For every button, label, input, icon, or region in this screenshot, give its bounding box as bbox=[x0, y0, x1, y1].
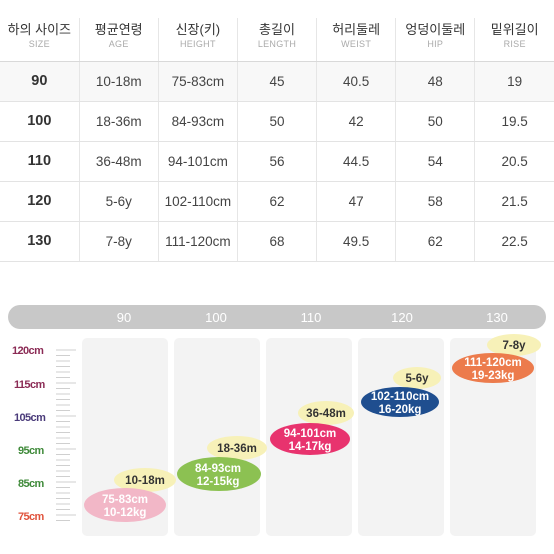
cell-length: 62 bbox=[236, 181, 317, 222]
table-row: 130 7-8y 111-120cm 68 49.5 62 22.5 bbox=[0, 221, 554, 262]
info-bubble-110-weight: 14-17kg bbox=[289, 441, 332, 453]
cell-hip: 54 bbox=[395, 141, 475, 182]
age-bubble-110 bbox=[298, 401, 354, 425]
age-bubble-100-label: 18-36m bbox=[217, 443, 257, 455]
info-bubble-100-weight: 12-15kg bbox=[197, 476, 240, 488]
cell-length: 50 bbox=[236, 101, 317, 142]
info-bubble-110-height: 94-101cm bbox=[284, 428, 336, 440]
cell-height: 94-101cm bbox=[157, 141, 238, 182]
y-label-95cm: 95cm bbox=[18, 445, 45, 457]
info-bubble-120-weight: 16-20kg bbox=[379, 404, 422, 416]
table-row: 90 10-18m 75-83cm 45 40.5 48 19 bbox=[0, 61, 554, 102]
age-bubble-130-label: 7-8y bbox=[502, 340, 526, 352]
cell-age: 10-18m bbox=[78, 61, 159, 102]
header-height: 신장(키) HEIGHT bbox=[157, 18, 238, 62]
header-size: 하의 사이즈 SIZE bbox=[0, 18, 80, 62]
info-bubble-90-weight: 10-12kg bbox=[104, 507, 147, 519]
cell-waist: 49.5 bbox=[316, 221, 396, 262]
table-row: 120 5-6y 102-110cm 62 47 58 21.5 bbox=[0, 181, 554, 222]
col-label-110: 110 bbox=[301, 310, 322, 325]
axis-ticks bbox=[56, 349, 76, 521]
cell-length: 45 bbox=[236, 61, 317, 102]
cell-hip: 58 bbox=[395, 181, 475, 222]
cell-rise: 22.5 bbox=[474, 221, 554, 262]
cell-waist: 40.5 bbox=[316, 61, 396, 102]
header-waist: 허리둘레 WEIST bbox=[316, 18, 396, 62]
table-row: 100 18-36m 84-93cm 50 42 50 19.5 bbox=[0, 101, 554, 142]
table-row: 110 36-48m 94-101cm 56 44.5 54 20.5 bbox=[0, 141, 554, 182]
info-bubble-130-weight: 19-23kg bbox=[472, 370, 515, 382]
cell-rise: 19.5 bbox=[474, 101, 554, 142]
cell-size: 130 bbox=[0, 221, 80, 262]
info-bubble-110 bbox=[270, 423, 350, 455]
cell-hip: 50 bbox=[395, 101, 475, 142]
column-panel bbox=[450, 338, 536, 536]
age-bubble-130 bbox=[487, 334, 541, 356]
cell-rise: 20.5 bbox=[474, 141, 554, 182]
size-table-header: 하의 사이즈 SIZE 평균연령 AGE 신장(키) HEIGHT 총길이 LENGTH… bbox=[0, 18, 554, 62]
cell-waist: 44.5 bbox=[316, 141, 396, 182]
y-label-85cm: 85cm bbox=[18, 478, 45, 490]
cell-height: 111-120cm bbox=[157, 221, 238, 262]
info-bubble-100 bbox=[177, 457, 261, 491]
cell-height: 102-110cm bbox=[157, 181, 238, 222]
y-label-105cm: 105cm bbox=[14, 412, 46, 424]
size-table: 하의 사이즈 SIZE 평균연령 AGE 신장(키) HEIGHT 총길이 LENGTH… bbox=[0, 18, 554, 262]
cell-age: 5-6y bbox=[78, 181, 159, 222]
cell-rise: 21.5 bbox=[474, 181, 554, 222]
col-label-100: 100 bbox=[205, 310, 227, 325]
cell-waist: 47 bbox=[316, 181, 396, 222]
header-age: 평균연령 AGE bbox=[78, 18, 159, 62]
growth-chart: 90 100 110 120 130 120cm 115cm 105cm 95c… bbox=[8, 305, 546, 536]
cell-size: 110 bbox=[0, 141, 80, 182]
cell-hip: 48 bbox=[395, 61, 475, 102]
cell-length: 68 bbox=[236, 221, 317, 262]
col-label-130: 130 bbox=[486, 310, 508, 325]
age-bubble-120-label: 5-6y bbox=[405, 373, 429, 385]
header-rise: 밑위길이 RISE bbox=[474, 18, 554, 62]
cell-waist: 42 bbox=[316, 101, 396, 142]
age-bubble-110-label: 36-48m bbox=[306, 408, 346, 420]
header-length: 총길이 LENGTH bbox=[236, 18, 317, 62]
column-panel bbox=[358, 338, 444, 536]
age-bubble-90 bbox=[114, 468, 176, 492]
y-label-115cm: 115cm bbox=[14, 379, 45, 391]
age-bubble-120 bbox=[393, 367, 441, 389]
col-label-120: 120 bbox=[391, 310, 413, 325]
info-bubble-130 bbox=[452, 353, 534, 383]
age-bubble-100 bbox=[207, 436, 267, 460]
info-bubble-120 bbox=[361, 387, 439, 417]
info-bubble-90 bbox=[84, 488, 166, 522]
cell-age: 7-8y bbox=[78, 221, 159, 262]
cell-rise: 19 bbox=[474, 61, 554, 102]
cell-height: 84-93cm bbox=[157, 101, 238, 142]
info-bubble-130-height: 111-120cm bbox=[464, 357, 522, 369]
cell-length: 56 bbox=[236, 141, 317, 182]
cell-age: 36-48m bbox=[78, 141, 159, 182]
cell-age: 18-36m bbox=[78, 101, 159, 142]
cell-height: 75-83cm bbox=[157, 61, 238, 102]
info-bubble-90-height: 75-83cm bbox=[102, 494, 148, 506]
age-bubble-90-label: 10-18m bbox=[125, 475, 165, 487]
col-label-90: 90 bbox=[117, 310, 131, 325]
size-header-bar bbox=[8, 305, 546, 329]
cell-size: 120 bbox=[0, 181, 80, 222]
info-bubble-100-height: 84-93cm bbox=[195, 463, 241, 475]
cell-hip: 62 bbox=[395, 221, 475, 262]
info-bubble-120-height: 102-110cm bbox=[371, 391, 429, 403]
header-hip: 엉덩이둘레 HIP bbox=[395, 18, 475, 62]
cell-size: 100 bbox=[0, 101, 80, 142]
cell-size: 90 bbox=[0, 61, 80, 102]
y-label-75cm: 75cm bbox=[18, 511, 45, 523]
y-label-120cm: 120cm bbox=[12, 345, 44, 357]
